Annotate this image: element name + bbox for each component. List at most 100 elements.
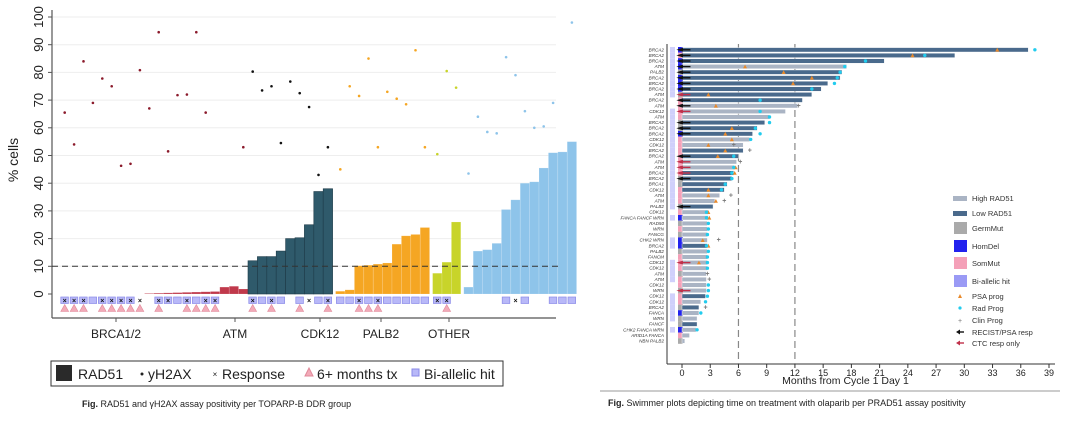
swimmer-row: ATM + — [654, 103, 801, 110]
x-tick-label: 9 — [764, 368, 769, 378]
psa-prog-marker — [743, 64, 748, 69]
rad51-bar — [200, 291, 211, 295]
row-gene-label: ATM — [654, 277, 665, 282]
row-gene-label: NBN PALB2 — [639, 339, 664, 344]
y-axis-label: % cells — [5, 138, 21, 182]
rad51-bar — [566, 141, 577, 295]
swimmer-row: CDK12 — [649, 209, 711, 215]
six-months-marker — [210, 303, 220, 312]
y-tick-label: 0 — [31, 290, 46, 297]
response-arrowhead — [676, 288, 683, 293]
y-tick-label: 60 — [31, 121, 46, 135]
mutation-cell — [678, 332, 683, 339]
biallelic-marker — [567, 296, 576, 304]
legend-clin-swatch: + — [958, 318, 962, 325]
biallelic-cell — [670, 187, 675, 193]
swimmer-plot: BRCA2BRCA2BRCA2ATMPALB2BRCA2BRCA2BRCA2AT… — [600, 44, 1060, 392]
yh2ax-point — [495, 132, 499, 135]
swimmer-row: FANCA — [649, 310, 703, 316]
yh2ax-point — [138, 68, 142, 72]
yh2ax-point — [298, 91, 302, 95]
response-marker: × — [357, 298, 361, 305]
biallelic-cell — [670, 136, 675, 143]
x-tick-label: 0 — [679, 368, 684, 378]
treatment-bar — [681, 58, 885, 64]
yh2ax-point — [570, 21, 574, 24]
yh2ax-point — [404, 102, 408, 106]
legend-yh2ax-dot — [140, 372, 144, 376]
rad51-bar — [401, 235, 412, 295]
row-gene-label: CDK12 — [649, 143, 664, 148]
rad-prog-marker — [767, 120, 772, 125]
x-tick-label: 18 — [846, 368, 856, 378]
swimmer-row: BRCA2 — [649, 86, 822, 92]
treatment-bar — [681, 299, 702, 305]
biallelic-cell — [670, 276, 675, 283]
biallelic-cell — [670, 69, 675, 75]
six-months-marker — [79, 303, 88, 312]
x-tick-label: ATM — [223, 327, 247, 341]
swimmer-row: BRCA2 + — [649, 148, 752, 155]
x-axis-label: Months from Cycle 1 Day 1 — [782, 375, 909, 387]
treatment-bar — [681, 226, 708, 232]
swimmer-row: PALB2 — [650, 203, 714, 210]
swimmer-row: CDK12 + — [649, 142, 744, 149]
psa-prog-marker — [706, 143, 711, 147]
response-marker: × — [72, 298, 76, 305]
rad51-bar — [519, 182, 530, 295]
psa-prog-marker — [729, 137, 734, 142]
mutation-cell — [678, 282, 683, 288]
yh2ax-point — [542, 125, 545, 128]
psa-prog-marker — [713, 199, 718, 203]
treatment-bar — [681, 153, 739, 159]
row-gene-label: CDK12 — [649, 137, 664, 142]
response-marker: × — [138, 298, 142, 305]
treatment-bar — [681, 187, 725, 193]
biallelic-marker — [442, 296, 451, 304]
yh2ax-point — [514, 73, 517, 77]
row-gene-label: BRCA2 — [649, 305, 665, 310]
swimmer-row: FANCA FANCF WRN — [621, 215, 712, 221]
y-tick-label: 30 — [31, 204, 46, 218]
rad51-bar — [172, 292, 183, 295]
left-caption: Fig. RAD51 and γH2AX assay positivity pe… — [82, 399, 351, 409]
swimmer-row: CDK12 — [649, 293, 710, 299]
rad51-bar — [354, 265, 365, 295]
swimmer-row: WRN — [653, 226, 711, 232]
treatment-bar — [681, 142, 744, 148]
biallelic-cell — [670, 170, 675, 176]
treatment-bar — [681, 120, 766, 126]
treatment-bar — [681, 265, 708, 271]
biallelic-cell — [670, 299, 675, 305]
row-gene-label: WRN — [653, 288, 665, 293]
psa-prog-marker — [723, 131, 728, 136]
biallelic-marker — [201, 296, 210, 304]
swimmer-row: BRCA1 — [649, 181, 728, 187]
treatment-bar — [681, 125, 758, 131]
swimmer-row: FANCM — [648, 254, 710, 260]
response-marker: × — [435, 298, 439, 305]
row-gene-label: BRCA2 — [649, 53, 665, 58]
biallelic-cell — [670, 58, 675, 64]
legend-label-psa: PSA prog — [972, 292, 1004, 301]
row-gene-label: CHK2 WRN — [639, 238, 664, 243]
biallelic-cell — [670, 164, 675, 171]
treatment-bar — [681, 316, 698, 321]
swimmer-row: ATM — [654, 91, 813, 98]
rad-prog-marker — [732, 165, 736, 170]
x-tick-label: 39 — [1044, 368, 1054, 378]
legend-label-low: Low RAD51 — [972, 209, 1012, 218]
legend-label-homdel: HomDel — [972, 242, 999, 251]
swimmer-row: ATM — [654, 63, 847, 70]
legend-som-swatch — [954, 257, 967, 269]
rad-prog-marker — [705, 294, 710, 298]
rad51-bar — [181, 292, 192, 295]
biallelic-cell — [670, 198, 675, 204]
row-gene-label: BRCA2 — [649, 126, 665, 131]
biallelic-cell — [670, 271, 675, 277]
treatment-bar — [681, 293, 706, 299]
response-arrowhead — [676, 131, 683, 136]
clin-prog-marker: + — [717, 237, 721, 244]
yh2ax-point — [289, 80, 292, 83]
biallelic-cell — [670, 327, 675, 333]
